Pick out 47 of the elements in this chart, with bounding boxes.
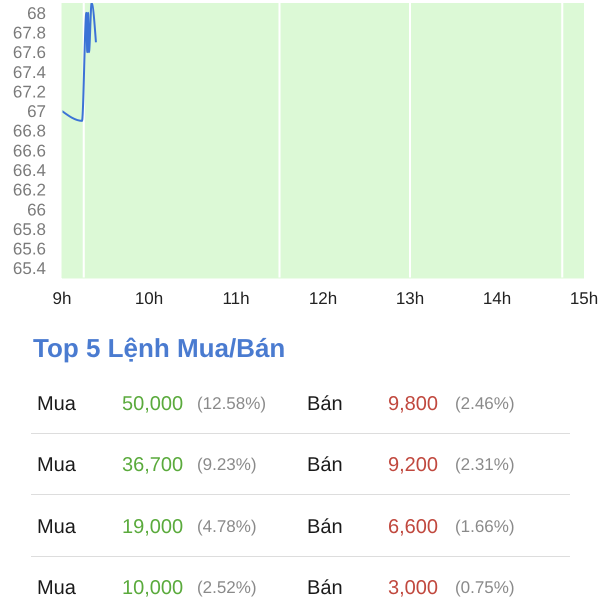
text: (12.58%) (197, 393, 266, 415)
text: Mua (37, 514, 76, 540)
text: (2.52%) (197, 576, 257, 599)
x-tick-label: 15h (570, 289, 598, 308)
y-tick-label: 65.4 (12, 259, 46, 278)
x-tick-label: 14h (482, 289, 512, 308)
text: 3,000 (388, 576, 438, 600)
text: 19,000 (122, 514, 184, 540)
text: (2.46%) (455, 393, 515, 415)
x-tick-label: 12h (308, 289, 338, 308)
y-tick-label: 67 (27, 102, 46, 122)
x-tick-label: 10h (134, 289, 164, 308)
y-tick-label: 67.4 (12, 62, 46, 82)
text: Bán (307, 453, 343, 478)
text: 9,200 (388, 453, 438, 478)
text: Mua (37, 453, 76, 478)
text: Mua (37, 576, 76, 600)
y-tick-label: 66.2 (12, 180, 46, 200)
y-tick-label: 66.6 (12, 141, 46, 160)
text: (1.66%) (455, 516, 515, 538)
x-tick-label: 13h (396, 289, 424, 308)
text: (4.78%) (197, 516, 257, 538)
text: Bán (307, 514, 343, 540)
text: (2.31%) (455, 454, 515, 476)
text: 36,700 (122, 453, 184, 478)
x-tick-label: 9h (52, 289, 72, 308)
y-tick-label: 66.8 (12, 122, 46, 141)
y-tick-label: 67.6 (12, 43, 46, 62)
y-tick-label: 67.2 (12, 82, 46, 102)
text: 10,000 (122, 576, 184, 600)
text: 9,800 (388, 392, 438, 417)
y-tick-label: 68 (27, 4, 46, 23)
text: Top 5 Lệnh Mua/Bán (33, 332, 286, 364)
text: Bán (307, 576, 343, 600)
y-tick-label: 66 (27, 200, 46, 220)
line-series (62, 3, 97, 122)
y-tick-label: 67.8 (12, 24, 46, 42)
text: Mua (37, 392, 76, 417)
x-tick-label: 11h (222, 289, 250, 308)
y-tick-label: 65.8 (12, 220, 46, 239)
text: (0.75%) (455, 576, 515, 599)
text: (9.23%) (197, 454, 257, 476)
text: 50,000 (122, 392, 184, 417)
y-tick-label: 65.6 (12, 240, 46, 259)
y-tick-label: 66.4 (12, 161, 46, 180)
text: Bán (307, 392, 343, 417)
text: 6,600 (388, 514, 438, 540)
